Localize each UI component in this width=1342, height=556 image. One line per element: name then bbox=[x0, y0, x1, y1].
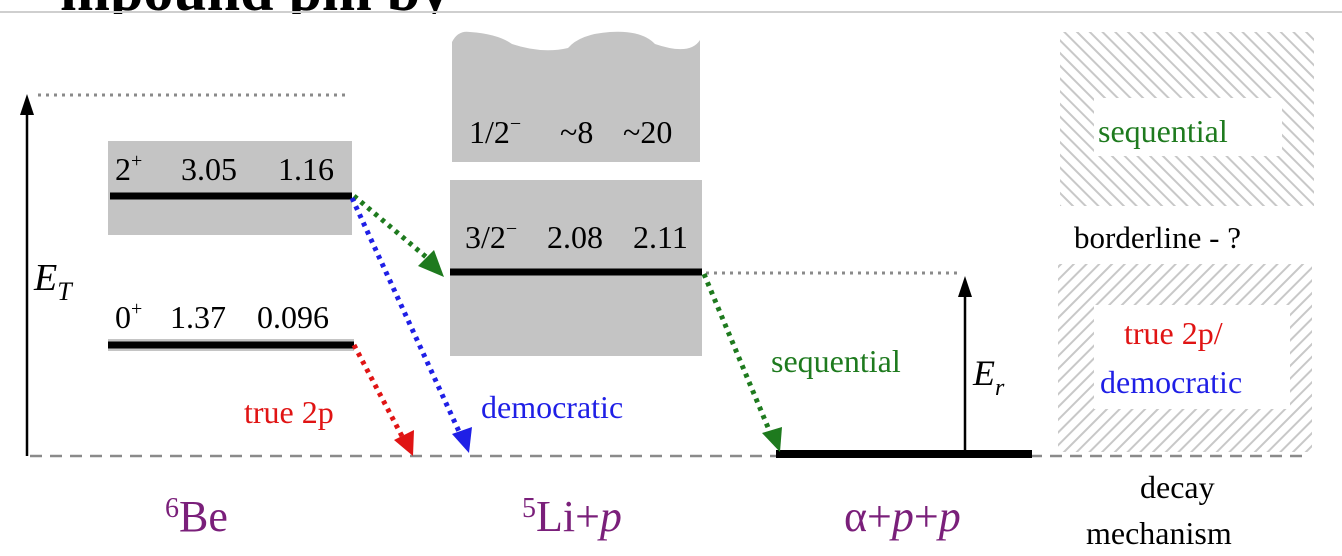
legend-sequential-label-bg bbox=[1094, 98, 1282, 156]
li5-threehalf-width-band bbox=[450, 180, 702, 356]
sequential-arrow-2 bbox=[701, 273, 775, 438]
democratic-arrow bbox=[349, 196, 465, 440]
sequential-arrowhead-1 bbox=[418, 250, 444, 277]
li5-half-width-band bbox=[452, 31, 700, 162]
democratic-label: democratic bbox=[481, 389, 623, 425]
legend-borderline-text: borderline - ? bbox=[1074, 220, 1241, 255]
legend-democratic-text: democratic bbox=[1100, 364, 1242, 400]
true2p-label: true 2p bbox=[244, 394, 334, 430]
be6-2plus-energy: 3.05 bbox=[181, 151, 237, 187]
legend-mechanism-text: mechanism bbox=[1086, 515, 1232, 551]
li5-threehalf-jp: 3/2− bbox=[465, 218, 517, 255]
legend-true2p-text: true 2p/ bbox=[1124, 315, 1223, 351]
true2p-arrowhead bbox=[394, 430, 414, 456]
legend-true2p-label-bg bbox=[1094, 305, 1290, 409]
sequential-arrowhead-2 bbox=[762, 427, 782, 452]
be6-0plus-jp: 0+ bbox=[115, 298, 142, 335]
be6-2plus-width: 1.16 bbox=[278, 151, 334, 187]
be6-0plus-energy: 1.37 bbox=[170, 299, 226, 335]
be6-2plus-jp: 2+ bbox=[115, 150, 142, 187]
li5-half-energy: ~8 bbox=[560, 114, 593, 150]
clipped-header: mpound pm by bbox=[0, 0, 1342, 14]
total-energy-label: ET bbox=[33, 257, 73, 306]
alpha-p-p-label: α+p+p bbox=[844, 492, 961, 541]
be6-label: 6Be bbox=[165, 492, 228, 541]
legend-decay-text: decay bbox=[1140, 469, 1215, 505]
li5-threehalf-width: 2.11 bbox=[633, 219, 688, 255]
li5-half-width: ~20 bbox=[623, 114, 672, 150]
total-energy-arrowhead bbox=[20, 94, 34, 115]
li5-half-jp: 1/2− bbox=[469, 113, 521, 150]
clipped-header-text: mpound pm by bbox=[60, 0, 450, 14]
resonance-energy-arrowhead bbox=[958, 276, 972, 297]
sequential-arrow-1 bbox=[352, 194, 434, 264]
be6-0plus-width: 0.096 bbox=[257, 299, 329, 335]
democratic-arrowhead bbox=[452, 427, 472, 453]
sequential-label: sequential bbox=[771, 343, 901, 379]
be6-2plus-width-band bbox=[108, 141, 352, 235]
li5-threehalf-energy: 2.08 bbox=[547, 219, 603, 255]
li5-p-label: 5Li+p bbox=[522, 492, 622, 541]
resonance-energy-label: Er bbox=[972, 353, 1005, 401]
legend-sequential-text: sequential bbox=[1098, 113, 1228, 149]
true2p-arrow bbox=[351, 343, 407, 442]
